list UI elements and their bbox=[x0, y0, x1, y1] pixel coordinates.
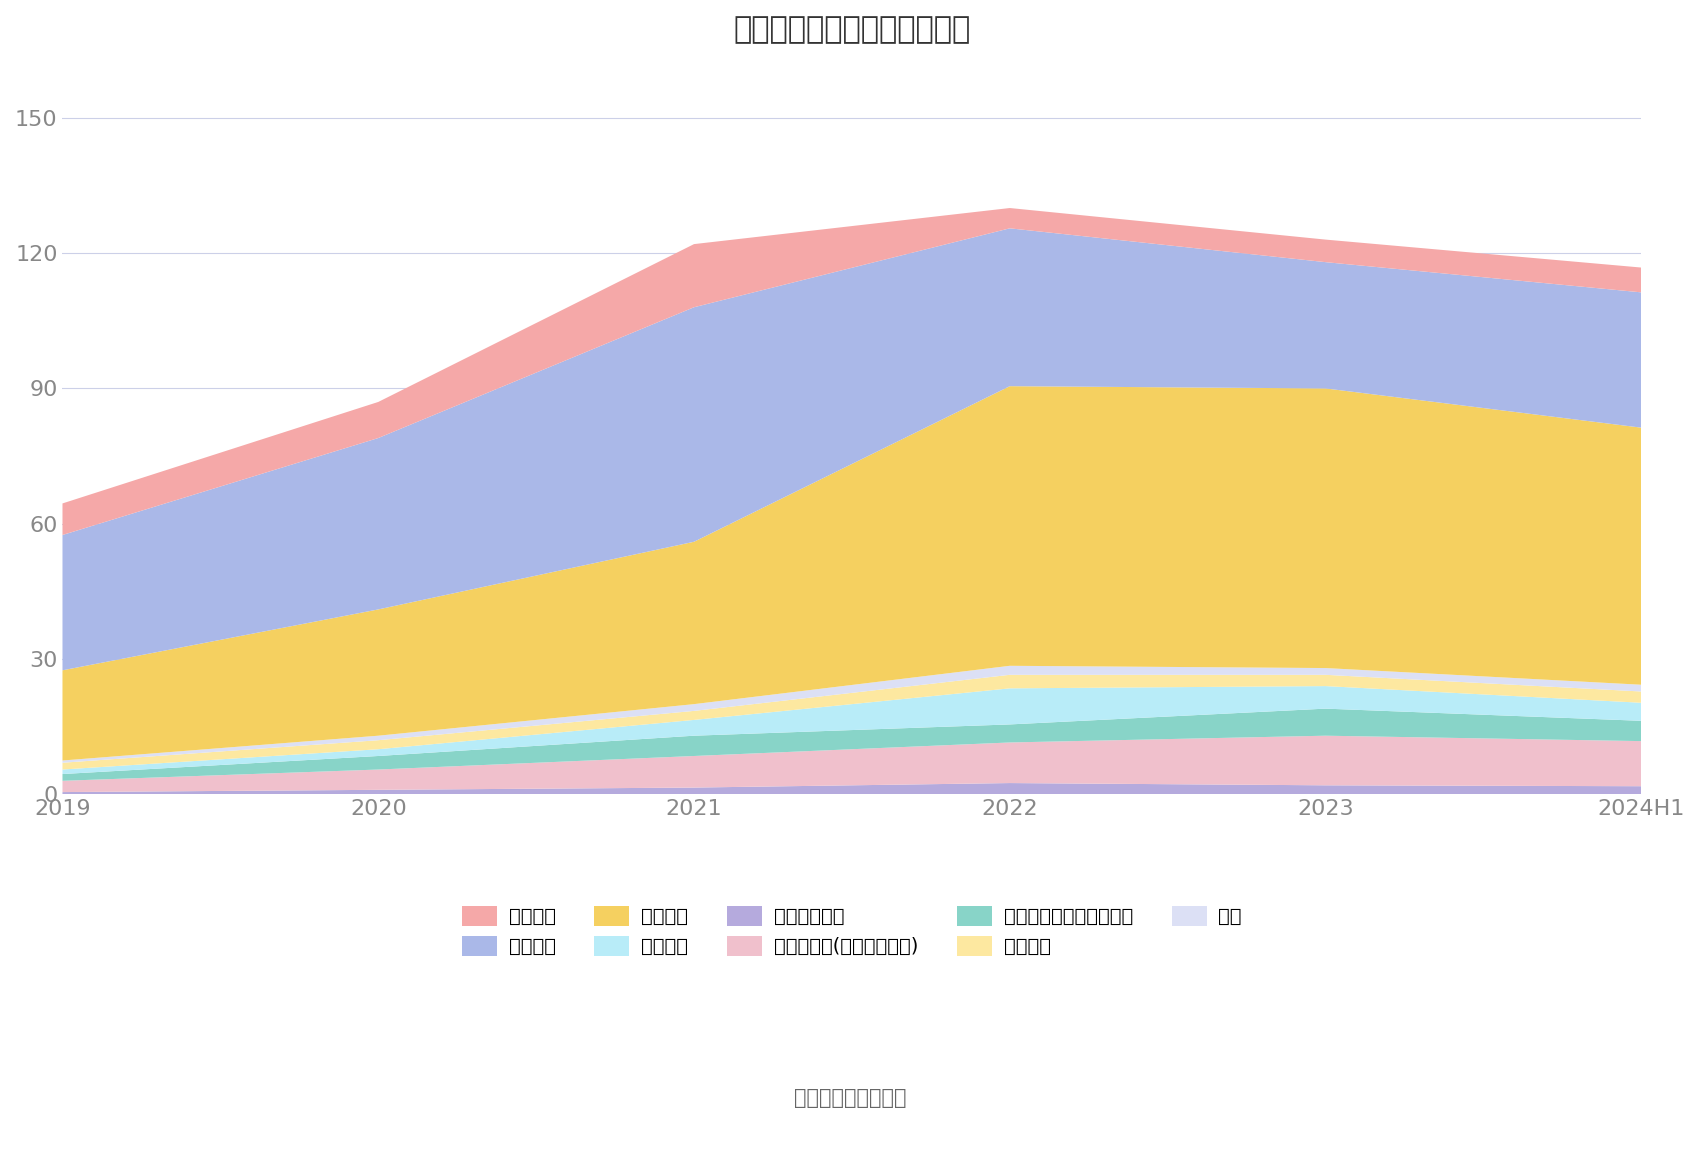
Text: 数据来源：恒生聚源: 数据来源：恒生聚源 bbox=[794, 1088, 906, 1107]
Legend: 短期借款, 应付票据, 应付账款, 合同负债, 应付职工薪酬, 其他应付款(含利息和股利), 一年内到期的非流动负债, 长期借款, 其它: 短期借款, 应付票据, 应付账款, 合同负债, 应付职工薪酬, 其他应付款(含利… bbox=[454, 898, 1250, 964]
Title: 历年主要负债堆积图（亿元）: 历年主要负债堆积图（亿元） bbox=[733, 15, 971, 44]
